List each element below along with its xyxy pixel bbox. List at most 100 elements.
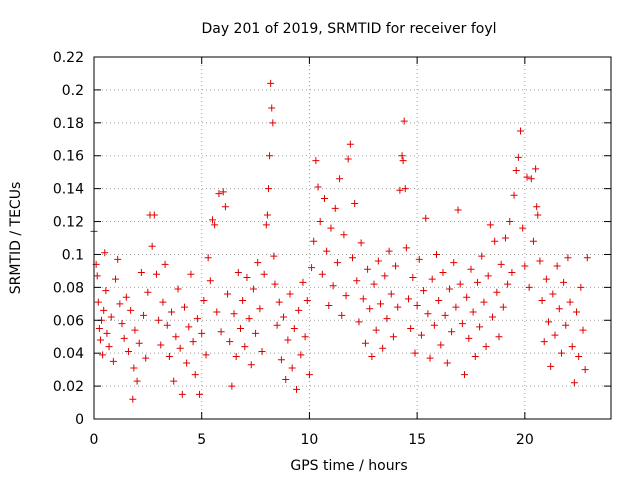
x-tick-labels: 0 5 10 15 20 (90, 432, 534, 448)
data-point (286, 290, 294, 298)
data-point (469, 308, 477, 316)
data-point (385, 247, 393, 255)
data-point (514, 153, 522, 161)
grid-lines (94, 57, 611, 419)
data-point (258, 348, 266, 356)
y-tick-label: 0.22 (53, 50, 84, 66)
data-point (560, 278, 568, 286)
data-point (581, 366, 589, 374)
data-point (273, 321, 281, 329)
data-point (402, 244, 410, 252)
data-point (102, 287, 110, 295)
data-point (133, 377, 141, 385)
data-point (114, 255, 122, 263)
data-point (407, 325, 415, 332)
data-point (405, 295, 413, 303)
data-point (183, 359, 191, 367)
data-point (340, 231, 348, 239)
data-point (512, 167, 520, 175)
data-point (269, 119, 277, 127)
data-point (168, 308, 176, 316)
data-point (249, 285, 257, 293)
data-point (478, 252, 486, 260)
data-point (204, 254, 212, 262)
y-tick-label: 0.16 (53, 149, 84, 165)
data-point (284, 336, 292, 344)
data-point (499, 303, 507, 311)
data-point (236, 325, 244, 332)
plot-frame (93, 56, 612, 420)
y-axis-label: SRMTID / TECUs (8, 182, 24, 295)
data-point (491, 237, 499, 245)
data-point (267, 79, 275, 87)
data-point (355, 318, 363, 326)
data-point (456, 280, 464, 288)
data-point (137, 269, 145, 277)
data-point (506, 218, 514, 226)
data-point (295, 306, 303, 314)
data-point (318, 270, 326, 278)
data-point (443, 359, 451, 367)
x-axis-label: GPS time / hours (290, 458, 407, 474)
data-point (129, 395, 137, 403)
data-point (342, 292, 350, 300)
data-point (198, 329, 206, 337)
data-point (542, 275, 550, 283)
data-point (152, 270, 160, 278)
data-point (314, 183, 322, 191)
data-point (150, 211, 158, 219)
data-point (437, 341, 445, 349)
data-point (484, 272, 492, 280)
data-point (170, 377, 178, 385)
data-point (399, 157, 407, 165)
data-point (185, 323, 193, 331)
data-point (271, 280, 279, 288)
data-point (310, 237, 318, 245)
data-point (540, 338, 548, 346)
data-point (270, 252, 278, 260)
data-point (316, 218, 324, 226)
data-point (424, 310, 432, 318)
data-point (521, 262, 529, 270)
data-point (180, 303, 188, 311)
data-point (533, 203, 541, 211)
data-point (401, 185, 409, 193)
data-point (323, 247, 331, 255)
data-point (351, 199, 359, 207)
y-tick-label: 0.2 (62, 83, 84, 99)
data-point (389, 333, 397, 341)
data-point (148, 242, 156, 250)
data-point (471, 352, 479, 360)
y-tick-label: 0.12 (53, 215, 84, 231)
data-point (532, 165, 540, 173)
data-point (445, 285, 453, 293)
data-point (566, 298, 574, 306)
data-point (202, 351, 210, 359)
data-point (94, 298, 102, 306)
data-point (495, 333, 503, 341)
data-point (243, 273, 251, 281)
data-point (200, 297, 208, 305)
data-point (280, 313, 288, 321)
data-point (452, 303, 460, 311)
data-point (301, 333, 309, 341)
data-point (103, 329, 111, 337)
data-point (476, 323, 484, 331)
data-point (458, 320, 466, 328)
data-point (450, 259, 458, 267)
data-point (120, 334, 128, 342)
data-point (288, 364, 296, 372)
data-point (557, 349, 565, 357)
data-point (549, 290, 557, 298)
data-point (359, 295, 367, 303)
chart-title: Day 201 of 2019, SRMTID for receiver foy… (201, 21, 496, 37)
data-point (417, 331, 425, 339)
data-point (155, 316, 163, 324)
data-point (252, 329, 260, 337)
x-tick-label: 0 (90, 432, 99, 448)
data-point (292, 385, 300, 393)
data-point (140, 311, 148, 319)
data-point (482, 343, 490, 351)
data-point (377, 300, 385, 308)
